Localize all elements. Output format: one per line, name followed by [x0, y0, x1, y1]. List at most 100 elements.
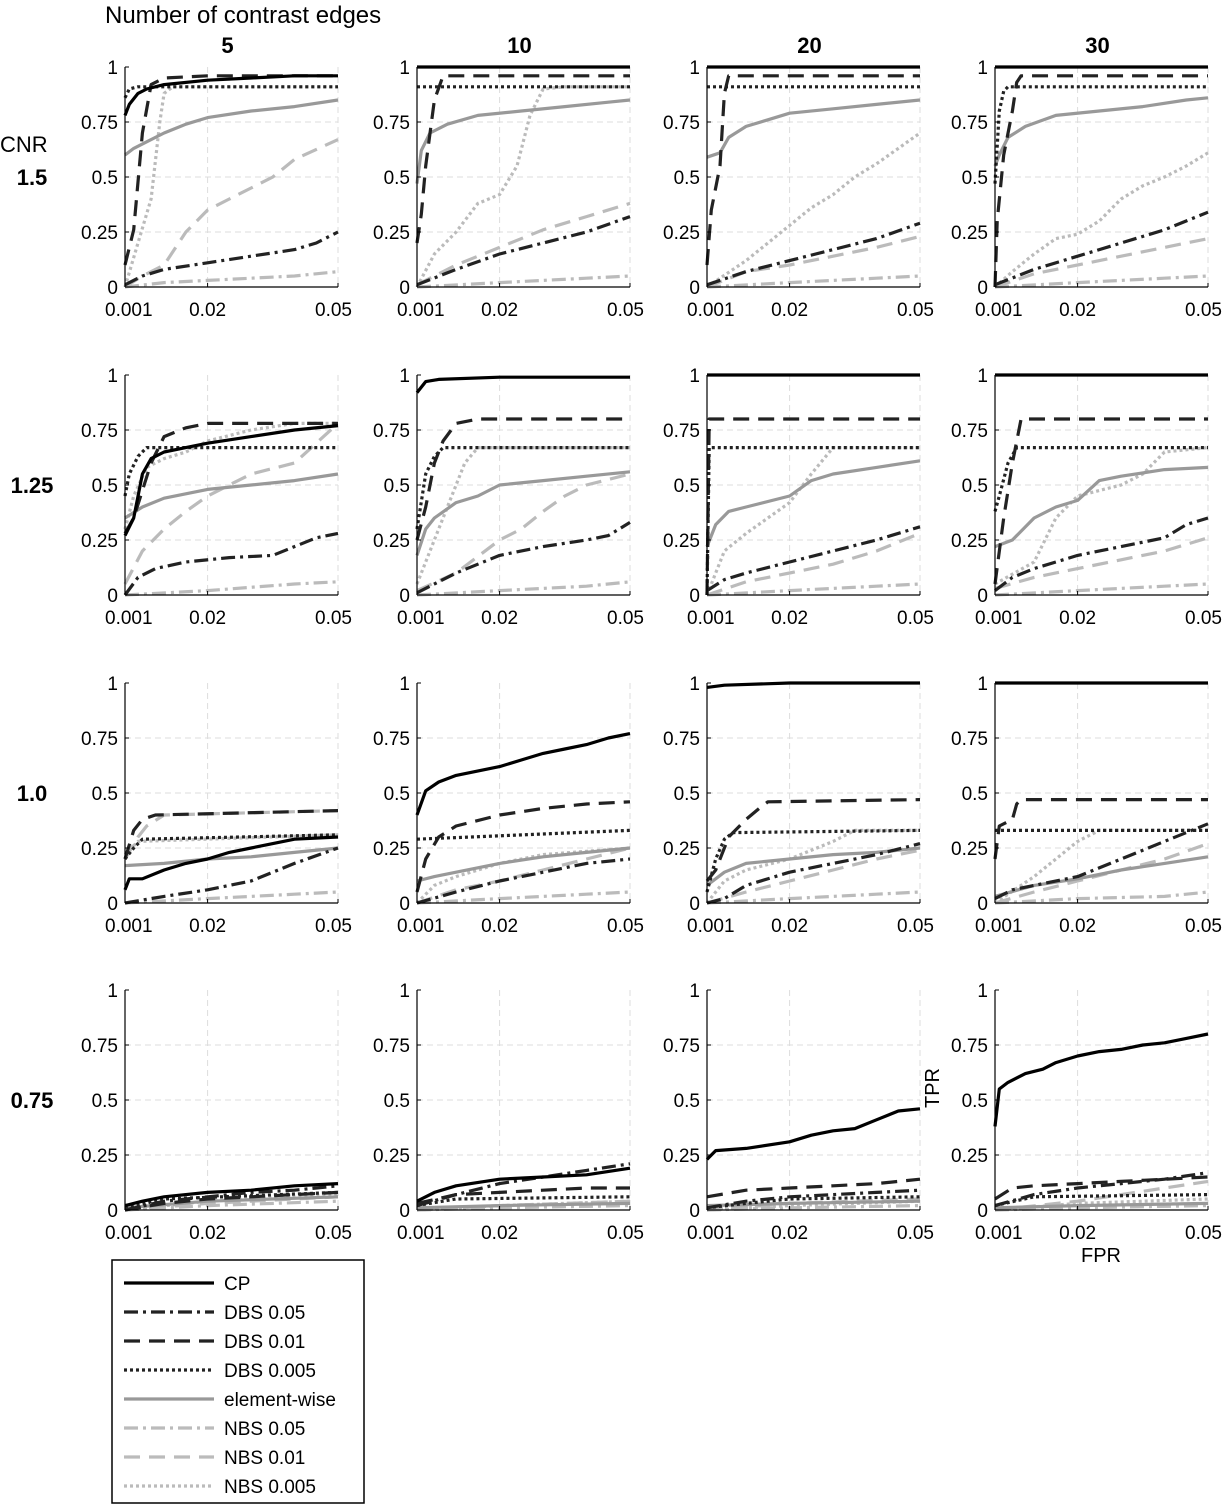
series-line-element-wise [706, 98, 921, 159]
y-tick-label: 0.75 [373, 729, 410, 750]
y-tick-label: 1 [977, 58, 988, 79]
x-tick-label: 0.05 [607, 1223, 644, 1244]
series-line-nbs-0-05 [416, 580, 631, 597]
y-tick-label: 0 [399, 586, 410, 607]
y-tick-label: 0.5 [92, 168, 118, 189]
y-tick-label: 1 [689, 674, 700, 695]
x-tick-label: 0.02 [481, 608, 518, 629]
x-tick-label: 0.02 [189, 608, 226, 629]
y-tick-label: 1 [977, 366, 988, 387]
x-tick-label: 0.05 [897, 300, 934, 321]
x-tick-label: 0.05 [1185, 300, 1222, 321]
y-tick-label: 0.5 [962, 1091, 988, 1112]
legend-item: DBS 0.005 [124, 1361, 316, 1382]
series-line-nbs-0-01 [706, 234, 921, 289]
y-tick-label: 1 [107, 674, 118, 695]
panel-cnr-1.0-edges-30: 0 0.25 0.5 0.75 1 0.001 0.02 0.05 [951, 674, 1222, 937]
series-line-cp [706, 681, 920, 689]
series-line-dbs-0-01 [993, 74, 1208, 288]
series-line-dbs-0-01 [705, 798, 921, 882]
series-line-dbs-0-05 [416, 857, 631, 905]
row-group-label: CNR [0, 132, 48, 157]
series-line-nbs-0-01 [416, 846, 631, 905]
series-line-cp [123, 74, 338, 116]
y-tick-label: 0 [107, 894, 118, 915]
x-tick-label: 0.001 [105, 1223, 153, 1244]
y-tick-label: 1 [399, 981, 410, 1002]
x-tick-label: 0.001 [397, 1223, 445, 1244]
series-line-nbs-0-01 [416, 472, 631, 593]
panel-cnr-0.75-edges-10: 0 0.25 0.5 0.75 1 0.001 0.02 0.05 [373, 981, 644, 1244]
x-tick-label: 0.05 [1185, 1223, 1222, 1244]
column-header: 10 [507, 33, 531, 58]
y-tick-label: 0 [689, 894, 700, 915]
series-line-nbs-0-05 [706, 274, 921, 289]
panel-cnr-1.5-edges-10: 0 0.25 0.5 0.75 1 0.001 0.02 0.05 [373, 58, 644, 321]
column-header: 20 [797, 33, 821, 58]
y-tick-label: 0.75 [663, 113, 700, 134]
x-tick-label: 0.02 [1059, 916, 1096, 937]
y-tick-label: 1 [399, 366, 410, 387]
x-tick-label: 0.001 [975, 300, 1023, 321]
panel-cnr-1.0-edges-5: 0 0.25 0.5 0.75 1 0.001 0.02 0.05 [81, 674, 352, 937]
x-tick-label: 0.05 [315, 916, 352, 937]
series-line-dbs-0-005 [415, 446, 630, 530]
legend-label: element-wise [224, 1390, 336, 1411]
x-tick-label: 0.02 [481, 1223, 518, 1244]
series-line-nbs-0-005 [415, 446, 630, 585]
y-tick-label: 0.5 [674, 1091, 700, 1112]
y-tick-label: 0.25 [81, 839, 118, 860]
panel-cnr-1.25-edges-10: 0 0.25 0.5 0.75 1 0.001 0.02 0.05 [373, 366, 644, 629]
series-line-dbs-0-005 [993, 446, 1208, 512]
series-line-nbs-0-05 [706, 890, 921, 905]
series-line-nbs-0-005 [994, 1197, 1209, 1212]
y-tick-label: 0.5 [674, 476, 700, 497]
y-tick-label: 0.25 [663, 223, 700, 244]
y-tick-label: 0.75 [373, 1036, 410, 1057]
x-tick-label: 0.05 [897, 916, 934, 937]
x-tick-label: 0.001 [105, 608, 153, 629]
series-line-element-wise [124, 846, 339, 868]
panel-cnr-0.75-edges-20: 0 0.25 0.5 0.75 1 0.001 0.02 0.05 [663, 981, 934, 1244]
panel-cnr-1.5-edges-30: 0 0.25 0.5 0.75 1 0.001 0.02 0.05 [951, 58, 1222, 321]
legend-item: DBS 0.01 [124, 1332, 305, 1353]
y-tick-label: 0.75 [373, 421, 410, 442]
x-tick-label: 0.02 [771, 300, 808, 321]
y-tick-label: 0.75 [951, 1036, 988, 1057]
series-line-dbs-0-005 [123, 833, 339, 860]
legend: CP DBS 0.05 DBS 0.01 DBS 0.005 element-wise N… [111, 1259, 365, 1504]
y-tick-label: 0.25 [373, 1146, 410, 1167]
y-tick-label: 1 [689, 366, 700, 387]
series-line-nbs-0-05 [994, 582, 1209, 597]
series-line-element-wise [415, 470, 631, 556]
y-tick-label: 0.5 [384, 168, 410, 189]
series-line-dbs-0-01 [994, 1175, 1209, 1201]
series-line-dbs-0-01 [415, 74, 630, 244]
panel-cnr-1.5-edges-20: 0 0.25 0.5 0.75 1 0.001 0.02 0.05 [663, 58, 934, 321]
series-line-dbs-0-05 [124, 1184, 339, 1212]
y-tick-label: 0 [689, 278, 700, 299]
series-line-dbs-0-05 [706, 1188, 921, 1210]
series-line-element-wise [416, 846, 631, 883]
legend-label: CP [224, 1274, 250, 1295]
series-line-nbs-0-01 [994, 536, 1209, 590]
row-label: 1.5 [17, 165, 48, 190]
y-tick-label: 0 [107, 278, 118, 299]
y-tick-label: 0 [107, 586, 118, 607]
series-line-cp [705, 1107, 921, 1161]
series-line-dbs-0-01 [705, 74, 920, 266]
legend-item: element-wise [124, 1390, 336, 1411]
y-tick-label: 0.5 [674, 784, 700, 805]
y-tick-label: 0.25 [951, 223, 988, 244]
y-tick-label: 1 [107, 981, 118, 1002]
series-line-nbs-0-05 [994, 890, 1209, 905]
series-line-dbs-0-005 [993, 85, 1208, 184]
row-label: 1.25 [11, 473, 54, 498]
legend-item: NBS 0.05 [124, 1419, 305, 1440]
x-tick-label: 0.001 [687, 608, 735, 629]
y-tick-label: 0.25 [373, 531, 410, 552]
x-tick-label: 0.02 [771, 1223, 808, 1244]
series-line-nbs-0-005 [993, 151, 1209, 289]
x-tick-label: 0.05 [897, 608, 934, 629]
